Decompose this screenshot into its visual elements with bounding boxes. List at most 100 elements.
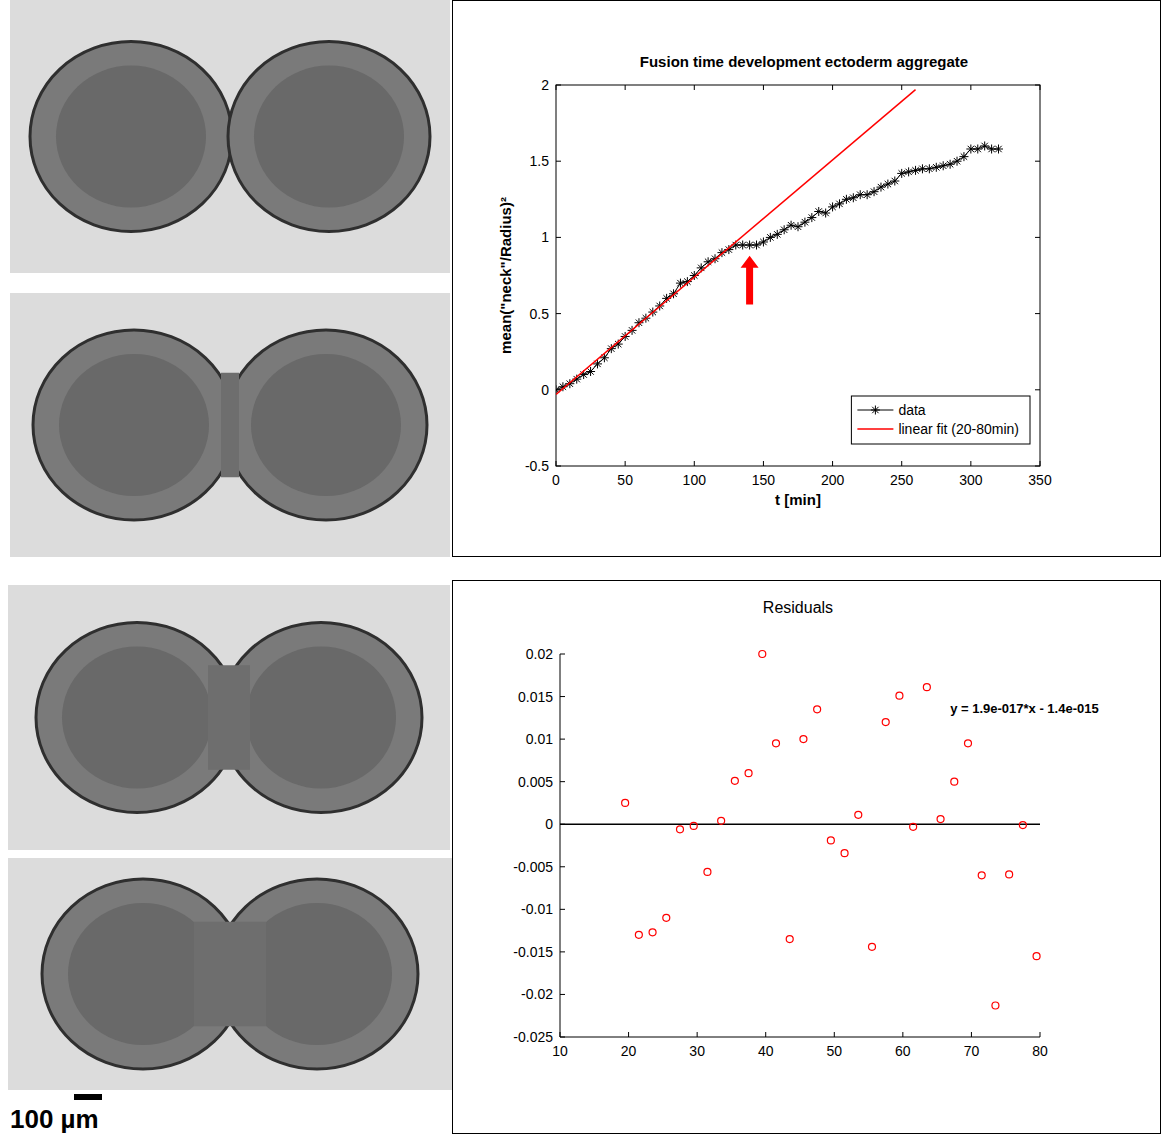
x-tick-label: 80	[1032, 1043, 1048, 1059]
point	[896, 692, 903, 699]
marker	[835, 199, 844, 208]
series-line	[556, 90, 916, 395]
y-tick-label: 0.01	[526, 731, 553, 747]
marker	[994, 145, 1003, 154]
image-panel	[8, 858, 452, 1090]
x-tick-label: 50	[826, 1043, 842, 1059]
x-tick-label: 20	[621, 1043, 637, 1059]
point	[677, 826, 684, 833]
point	[923, 684, 930, 691]
x-tick	[1040, 1032, 1041, 1037]
x-tick	[832, 85, 833, 90]
x-tick-label: 40	[758, 1043, 774, 1059]
aggregate-core	[246, 647, 396, 789]
image-panel	[8, 585, 450, 850]
y-tick	[556, 466, 561, 467]
scale-bar-area	[8, 1090, 452, 1135]
marker	[911, 166, 920, 175]
x-tick	[902, 1032, 903, 1037]
aggregate	[36, 623, 238, 813]
series-line	[556, 146, 999, 390]
x-tick	[832, 461, 833, 466]
y-tick-label: 0.005	[518, 774, 553, 790]
x-tick	[625, 85, 626, 90]
x-tick	[556, 461, 557, 466]
x-tick-label: 250	[890, 472, 914, 488]
legend-label: data	[898, 402, 925, 418]
x-tick	[763, 85, 764, 90]
x-axis-title: t [min]	[775, 491, 821, 508]
y-tick	[1035, 313, 1040, 314]
y-tick-label: -0.01	[521, 901, 553, 917]
point	[992, 1002, 999, 1009]
point	[690, 822, 697, 829]
x-tick	[901, 85, 902, 90]
y-tick-label: 0.02	[526, 646, 553, 662]
y-axis-title: mean("neck"/Radius)²	[497, 197, 514, 354]
y-tick	[1035, 389, 1040, 390]
marker	[959, 152, 968, 161]
figure: 100 µm050100150200250300350-0.500.511.52…	[0, 0, 1162, 1135]
marker	[690, 271, 699, 280]
aggregate	[220, 623, 422, 813]
annotation-arrow	[741, 256, 759, 305]
x-tick-label: 50	[617, 472, 633, 488]
point	[759, 651, 766, 658]
aggregate-neck	[221, 373, 239, 478]
x-tick	[628, 1032, 629, 1037]
panel-border	[453, 581, 1161, 1134]
marker	[890, 177, 899, 186]
marker	[821, 209, 830, 218]
x-tick	[971, 1032, 972, 1037]
y-tick-label: 2	[541, 77, 549, 93]
marker	[904, 167, 913, 176]
marker	[870, 187, 879, 196]
x-tick-label: 150	[752, 472, 776, 488]
x-tick-label: 70	[964, 1043, 980, 1059]
aggregate-neck	[208, 665, 250, 770]
point	[1019, 822, 1026, 829]
y-axis-line	[560, 654, 561, 1037]
y-tick	[560, 781, 565, 782]
marker	[800, 218, 809, 227]
y-tick	[1035, 466, 1040, 467]
x-tick-label: 350	[1028, 472, 1052, 488]
aggregate	[225, 330, 427, 520]
point	[841, 850, 848, 857]
marker	[932, 163, 941, 172]
y-tick	[1035, 85, 1040, 86]
x-tick	[694, 461, 695, 466]
y-tick	[1035, 237, 1040, 238]
point	[800, 736, 807, 743]
marker	[871, 406, 880, 415]
aggregate-core	[251, 354, 401, 496]
x-tick	[560, 1032, 561, 1037]
y-tick-label: -0.025	[513, 1029, 553, 1045]
y-tick	[560, 739, 565, 740]
aggregate	[30, 42, 232, 232]
x-tick-label: 100	[683, 472, 707, 488]
x-tick-label: 300	[959, 472, 983, 488]
x-tick	[625, 461, 626, 466]
y-tick	[556, 85, 561, 86]
point	[1033, 953, 1040, 960]
point	[704, 868, 711, 875]
scale-bar	[74, 1094, 102, 1100]
plot-frame	[556, 85, 1040, 466]
legend-box	[851, 396, 1030, 444]
aggregate-core	[59, 354, 209, 496]
y-tick	[560, 696, 565, 697]
x-tick	[970, 461, 971, 466]
point	[882, 719, 889, 726]
y-tick-label: -0.02	[521, 986, 553, 1002]
y-tick-label: -0.5	[525, 458, 549, 474]
y-tick-label: 1.5	[530, 153, 550, 169]
x-tick	[697, 1032, 698, 1037]
point	[978, 872, 985, 879]
y-tick	[556, 161, 561, 162]
x-tick	[834, 1032, 835, 1037]
equation-label: y = 1.9e-017*x - 1.4e-015	[950, 701, 1099, 716]
x-tick	[765, 1032, 766, 1037]
image-panel	[10, 0, 450, 273]
y-tick	[560, 1037, 565, 1038]
